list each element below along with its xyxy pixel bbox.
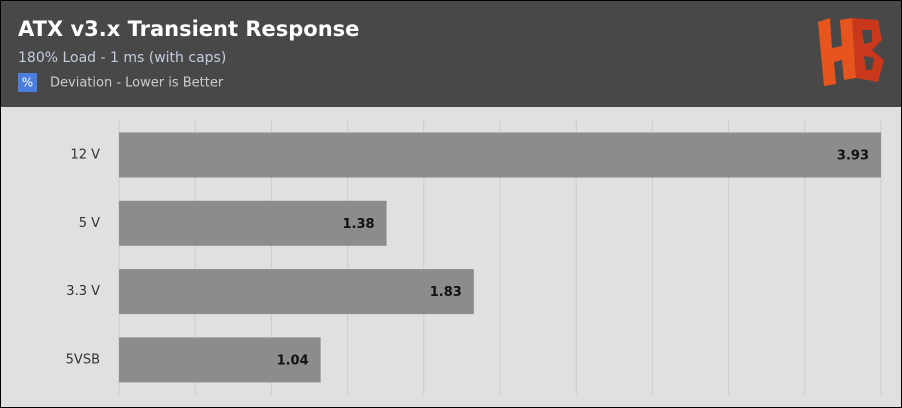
- y-tick-label: 12 V: [70, 148, 100, 163]
- value-label: 1.04: [277, 353, 309, 368]
- legend-label: Deviation - Lower is Better: [50, 76, 224, 91]
- chart-subtitle: 180% Load - 1 ms (with caps): [18, 50, 226, 66]
- bar: [119, 200, 387, 246]
- header: [0, 0, 902, 107]
- value-label: 3.93: [837, 149, 869, 164]
- logo: [818, 18, 884, 86]
- legend-icon: %: [22, 76, 33, 90]
- bar: [119, 337, 321, 383]
- bar: [119, 269, 474, 315]
- legend-swatch: [18, 73, 37, 92]
- value-label: 1.83: [430, 285, 462, 300]
- y-tick-label: 5VSB: [66, 352, 100, 367]
- bar: [119, 132, 881, 178]
- value-label: 1.38: [342, 217, 374, 232]
- chart-title: ATX v3.x Transient Response: [18, 17, 359, 41]
- y-tick-label: 5 V: [79, 216, 100, 231]
- y-tick-label: 3.3 V: [66, 284, 100, 299]
